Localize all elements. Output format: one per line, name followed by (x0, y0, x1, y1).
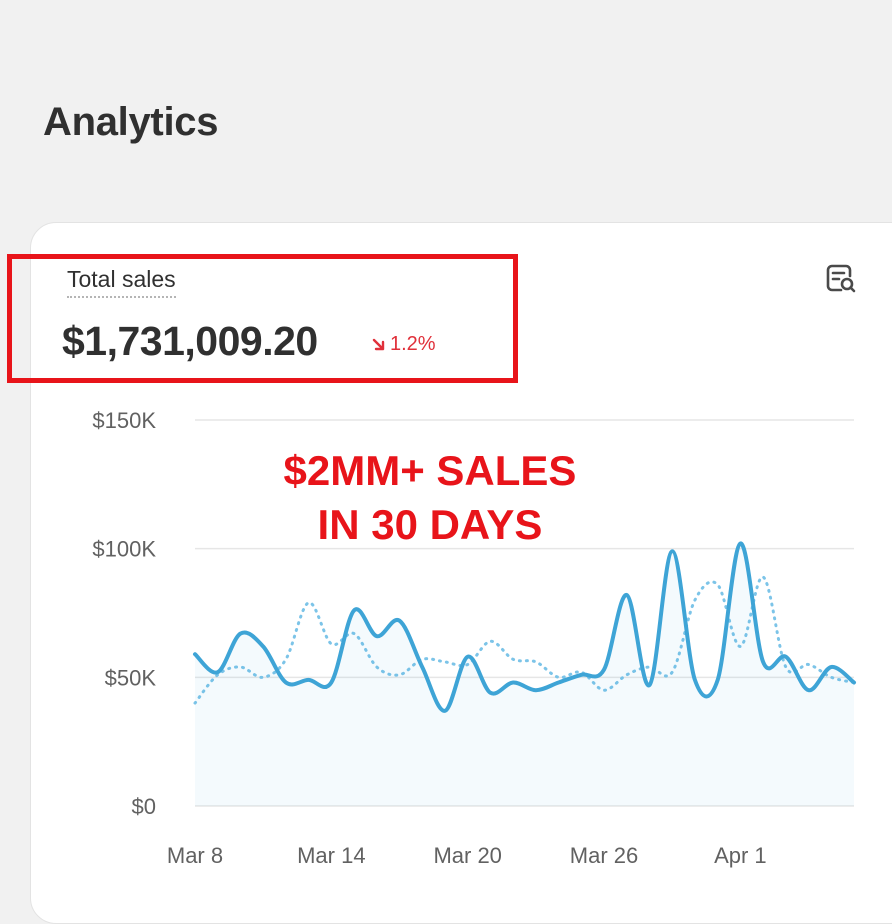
x-tick-label: Mar 8 (167, 843, 223, 868)
sales-line-chart: $0 $50K $100K $150K Mar 8 Mar 14 Mar 20 Mar 26… (92, 408, 856, 868)
annotation-line-1: $2MM+ SALES (283, 447, 577, 494)
x-tick-label: Mar 14 (297, 843, 365, 868)
page-title: Analytics (43, 100, 219, 144)
series-line-comparison (193, 575, 856, 705)
x-tick-label: Apr 1 (714, 843, 767, 868)
annotation-line-2: IN 30 DAYS (317, 501, 543, 548)
metric-change: 1.2% (372, 333, 436, 356)
metric-value: $1,731,009.20 (62, 318, 318, 364)
series-line-current (193, 541, 856, 713)
metric-label[interactable]: Total sales (67, 266, 176, 298)
y-tick-label: $0 (132, 794, 156, 819)
sales-annotation: $2MM+ SALES IN 30 DAYS (200, 444, 660, 552)
arrow-down-right-icon (372, 338, 385, 350)
inspect-report-button[interactable] (824, 262, 858, 296)
x-tick-label: Mar 26 (570, 843, 638, 868)
y-tick-label: $150K (92, 408, 156, 433)
highlight-box (7, 254, 518, 383)
inspect-report-icon (826, 264, 856, 293)
series-area (195, 543, 854, 806)
metric-change-value: 1.2% (390, 333, 436, 355)
y-tick-label: $50K (105, 665, 157, 690)
x-tick-label: Mar 20 (433, 843, 501, 868)
y-tick-label: $100K (92, 537, 156, 562)
